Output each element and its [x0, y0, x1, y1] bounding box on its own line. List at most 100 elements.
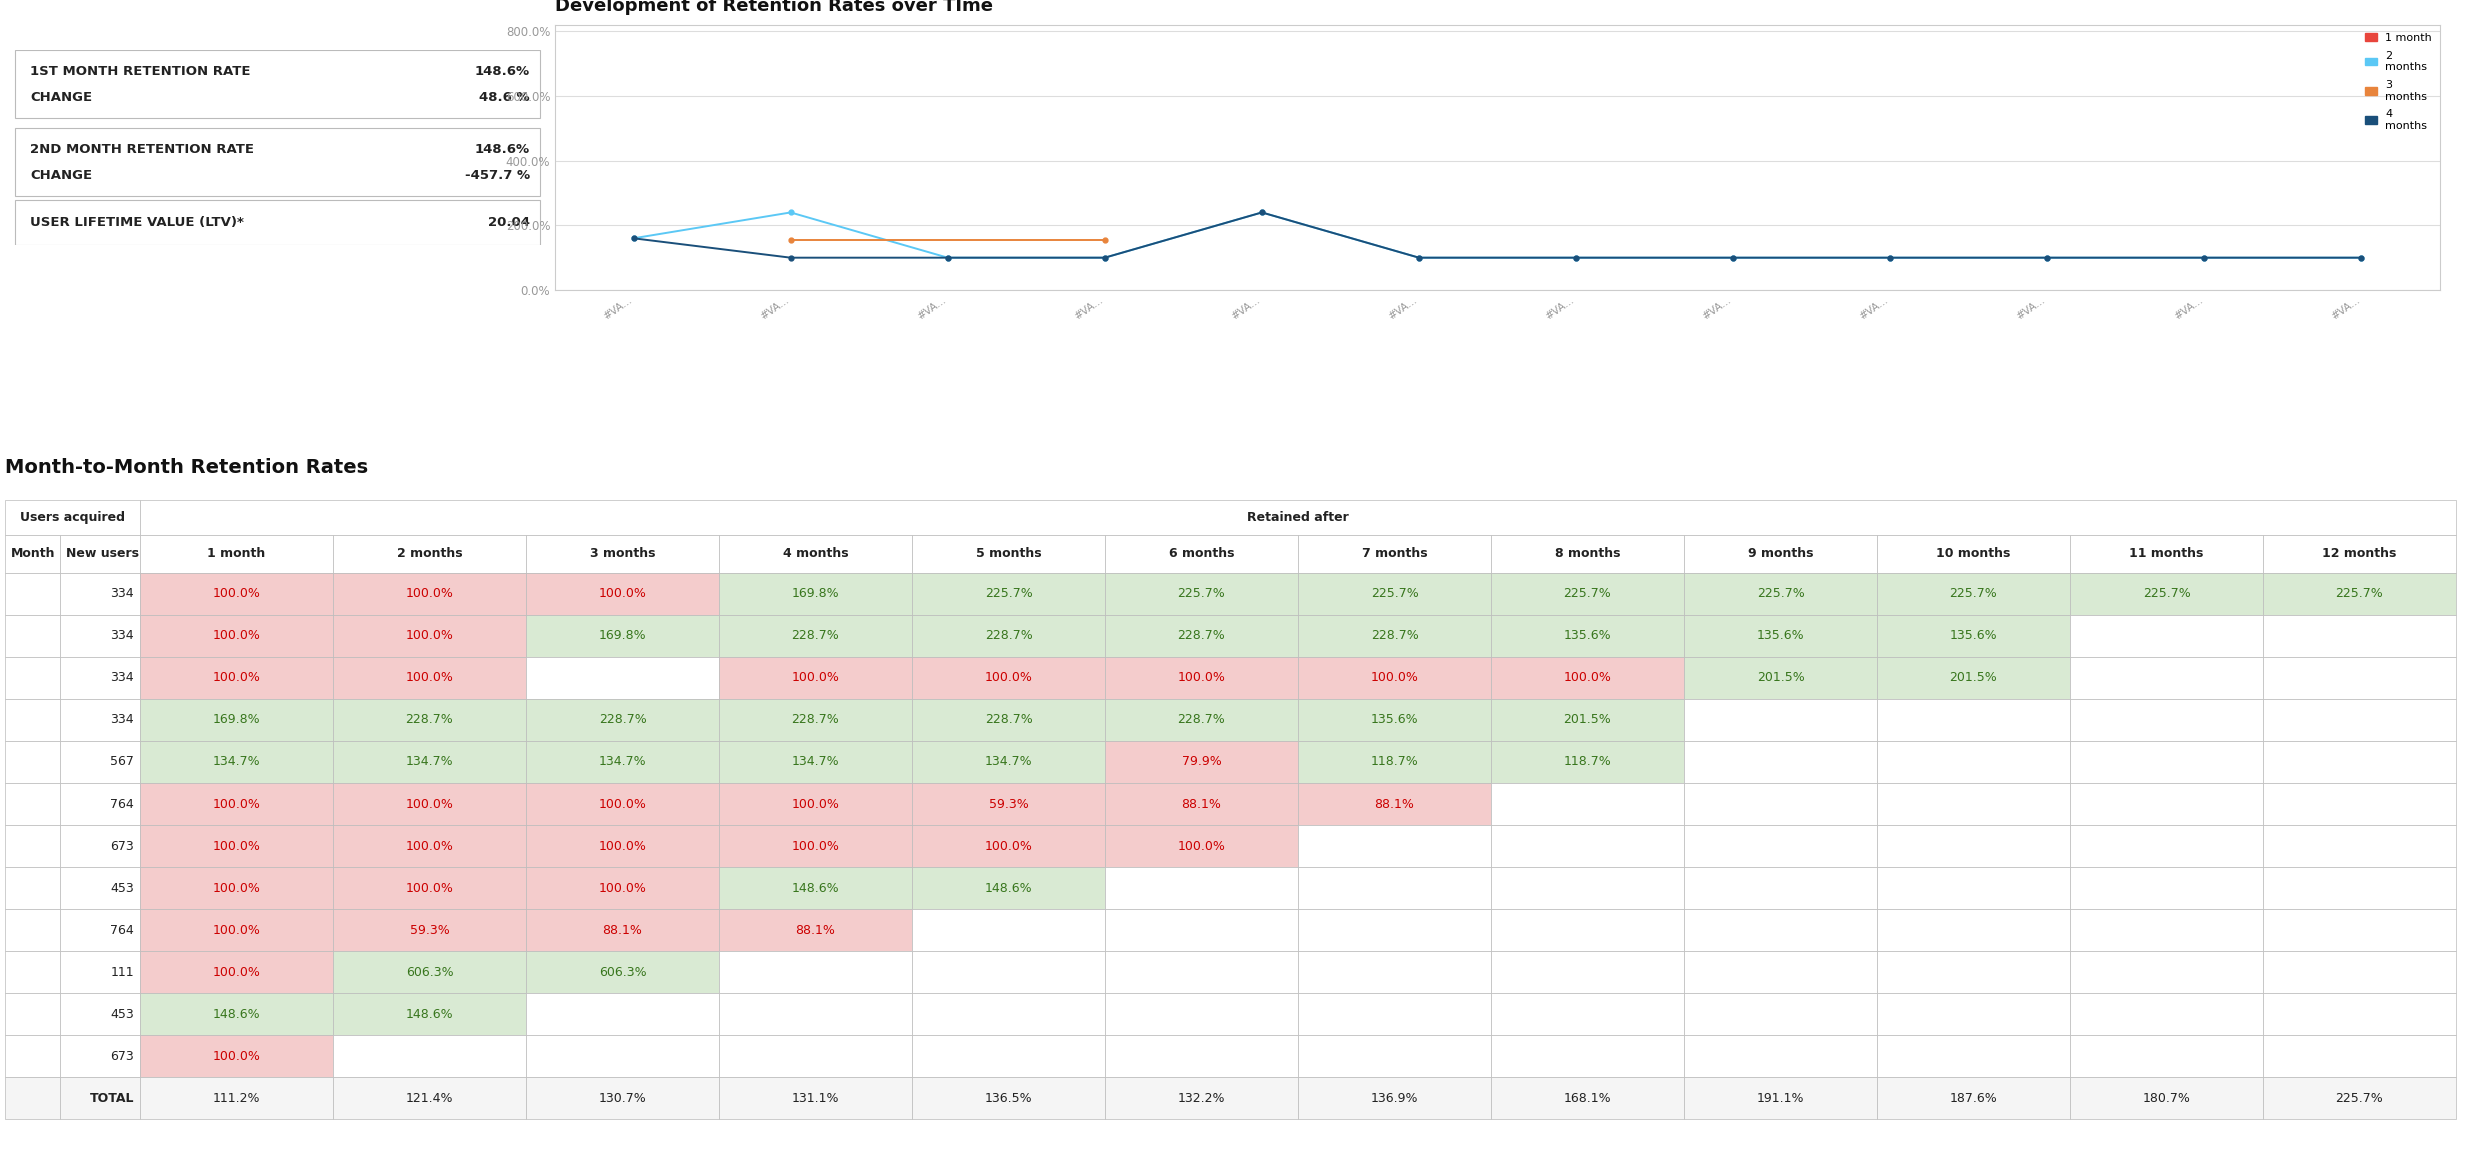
- Bar: [719, 657, 912, 699]
- Bar: [1878, 867, 2071, 909]
- Bar: [2263, 1035, 2456, 1077]
- Bar: [141, 951, 334, 993]
- Bar: [1105, 1035, 1297, 1077]
- Bar: [1878, 825, 2071, 867]
- Bar: [5, 615, 59, 657]
- Bar: [1685, 657, 1878, 699]
- Bar: [5, 657, 59, 699]
- Bar: [334, 909, 526, 951]
- Text: 228.7%: 228.7%: [1371, 630, 1418, 643]
- Bar: [2263, 951, 2456, 993]
- Bar: [912, 825, 1105, 867]
- Bar: [141, 1035, 334, 1077]
- Bar: [1297, 825, 1490, 867]
- Bar: [141, 993, 334, 1035]
- Bar: [1490, 1035, 1685, 1077]
- Legend: 1 month, 2
months, 3
months, 4
months: 1 month, 2 months, 3 months, 4 months: [2360, 28, 2436, 135]
- Text: Development of Retention Rates over TIme: Development of Retention Rates over TIme: [556, 0, 993, 15]
- Text: 100.0%: 100.0%: [213, 798, 259, 811]
- Bar: [1297, 1077, 1490, 1119]
- Bar: [1105, 993, 1297, 1035]
- Bar: [1490, 825, 1685, 867]
- Text: 100.0%: 100.0%: [791, 798, 840, 811]
- Text: 100.0%: 100.0%: [598, 798, 647, 811]
- Text: 135.6%: 135.6%: [1564, 630, 1611, 643]
- Text: 228.7%: 228.7%: [791, 713, 840, 726]
- Bar: [5, 535, 59, 573]
- Text: 225.7%: 225.7%: [1950, 588, 1997, 600]
- Bar: [141, 657, 334, 699]
- Bar: [2263, 657, 2456, 699]
- Bar: [334, 1077, 526, 1119]
- Bar: [1297, 615, 1490, 657]
- Text: CHANGE: CHANGE: [30, 169, 91, 182]
- Bar: [59, 993, 141, 1035]
- Text: 673: 673: [111, 1049, 133, 1062]
- Bar: [59, 783, 141, 825]
- Bar: [1685, 535, 1878, 573]
- Text: 228.7%: 228.7%: [983, 630, 1033, 643]
- Text: 20.04: 20.04: [487, 216, 529, 229]
- Bar: [912, 867, 1105, 909]
- Bar: [5, 867, 59, 909]
- Text: 3 months: 3 months: [591, 548, 655, 560]
- Text: TOTAL: TOTAL: [89, 1092, 133, 1104]
- Bar: [1297, 1035, 1490, 1077]
- Text: 59.3%: 59.3%: [410, 924, 450, 936]
- Bar: [1878, 1077, 2071, 1119]
- Text: 100.0%: 100.0%: [213, 671, 259, 685]
- Text: 334: 334: [111, 630, 133, 643]
- Text: 100.0%: 100.0%: [983, 671, 1033, 685]
- Text: 134.7%: 134.7%: [791, 756, 840, 768]
- Bar: [1105, 867, 1297, 909]
- Text: 100.0%: 100.0%: [1179, 671, 1226, 685]
- Text: -457.7 %: -457.7 %: [465, 169, 529, 182]
- Text: 79.9%: 79.9%: [1181, 756, 1221, 768]
- Bar: [1297, 993, 1490, 1035]
- Text: 111.2%: 111.2%: [213, 1092, 259, 1104]
- Bar: [526, 573, 719, 615]
- Bar: [1490, 699, 1685, 741]
- Text: 48.6 %: 48.6 %: [479, 92, 529, 105]
- Bar: [912, 783, 1105, 825]
- Text: 88.1%: 88.1%: [603, 924, 642, 936]
- Text: 88.1%: 88.1%: [1181, 798, 1221, 811]
- Text: 132.2%: 132.2%: [1179, 1092, 1226, 1104]
- Text: 334: 334: [111, 713, 133, 726]
- Text: 225.7%: 225.7%: [1564, 588, 1611, 600]
- Bar: [719, 1035, 912, 1077]
- Text: 121.4%: 121.4%: [405, 1092, 452, 1104]
- Bar: [1297, 573, 1490, 615]
- Bar: [5, 783, 59, 825]
- Bar: [1685, 825, 1878, 867]
- Bar: [2071, 699, 2263, 741]
- Bar: [141, 867, 334, 909]
- Text: 100.0%: 100.0%: [405, 630, 455, 643]
- Text: 2 months: 2 months: [398, 548, 462, 560]
- Bar: [5, 501, 141, 535]
- Text: 118.7%: 118.7%: [1371, 756, 1418, 768]
- Bar: [141, 573, 334, 615]
- Bar: [59, 699, 141, 741]
- Bar: [1105, 573, 1297, 615]
- Text: 100.0%: 100.0%: [405, 588, 455, 600]
- Bar: [1297, 699, 1490, 741]
- Bar: [912, 993, 1105, 1035]
- Bar: [1490, 909, 1685, 951]
- Bar: [526, 867, 719, 909]
- Text: 1 month: 1 month: [208, 548, 264, 560]
- Bar: [912, 573, 1105, 615]
- Bar: [1490, 783, 1685, 825]
- Text: Users acquired: Users acquired: [20, 511, 126, 524]
- Bar: [1297, 783, 1490, 825]
- Bar: [1685, 1077, 1878, 1119]
- Bar: [526, 657, 719, 699]
- Bar: [526, 909, 719, 951]
- Bar: [2071, 909, 2263, 951]
- Bar: [334, 657, 526, 699]
- Bar: [526, 993, 719, 1035]
- Text: 764: 764: [111, 798, 133, 811]
- Bar: [1878, 909, 2071, 951]
- Bar: [912, 909, 1105, 951]
- Bar: [334, 741, 526, 783]
